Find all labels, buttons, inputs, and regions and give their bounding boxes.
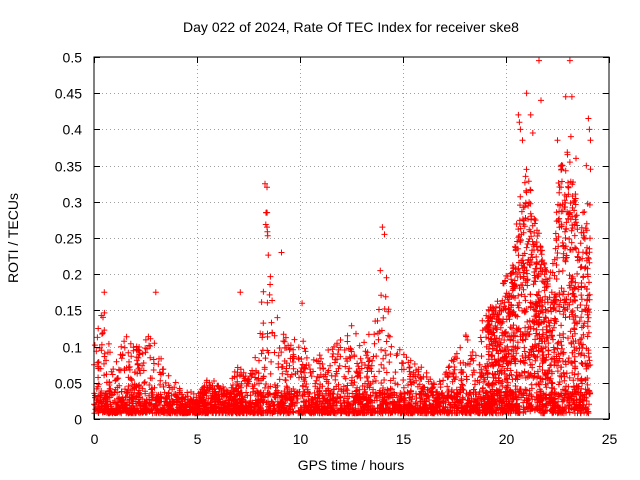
x-tick-label: 5 — [194, 431, 202, 447]
y-tick-label: 0.35 — [55, 159, 82, 175]
y-tick-label: 0.4 — [63, 122, 83, 138]
x-tick-label: 10 — [293, 431, 309, 447]
y-tick-label: 0.25 — [55, 231, 82, 247]
y-tick-label: 0.2 — [63, 267, 83, 283]
chart-title: Day 022 of 2024, Rate Of TEC Index for r… — [183, 19, 519, 35]
roti-scatter-points — [91, 57, 594, 417]
y-axis-label: ROTI / TECUs — [5, 193, 21, 283]
x-tick-label: 0 — [91, 431, 99, 447]
x-axis-label: GPS time / hours — [298, 457, 405, 473]
x-tick-label: 25 — [602, 431, 618, 447]
y-tick-label: 0.05 — [55, 376, 82, 392]
data-points — [91, 57, 594, 417]
x-tick-label: 20 — [499, 431, 515, 447]
y-tick-label: 0.45 — [55, 86, 82, 102]
y-tick-label: 0.5 — [63, 50, 83, 66]
grid-lines — [94, 57, 609, 419]
x-tick-label: 15 — [396, 431, 412, 447]
y-tick-label: 0.3 — [63, 195, 83, 211]
y-tick-label: 0.15 — [55, 303, 82, 319]
y-tick-label: 0 — [74, 412, 82, 428]
y-tick-label: 0.1 — [63, 340, 83, 356]
axis-ticks: 0 5 10 15 20 25 0 0.05 0.1 0.15 0.2 0.25 0.3 0.35 0.4 0… — [55, 50, 618, 448]
